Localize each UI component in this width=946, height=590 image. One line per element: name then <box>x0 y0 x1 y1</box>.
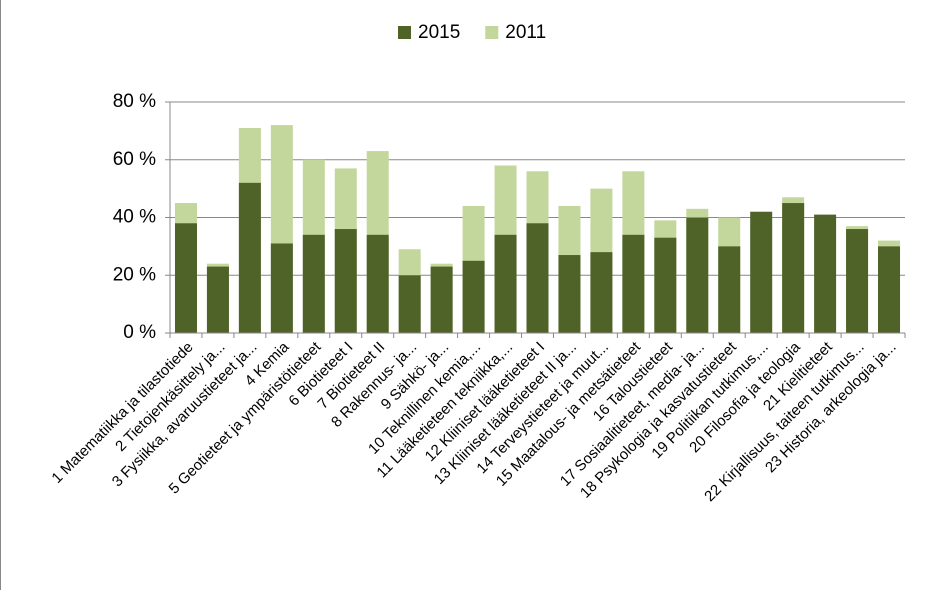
bar <box>782 203 805 333</box>
y-tick-label: 60 % <box>113 149 156 170</box>
bar <box>526 223 549 333</box>
bar <box>366 234 389 333</box>
bar <box>430 266 453 333</box>
bar <box>590 252 613 333</box>
bar <box>654 237 677 333</box>
bar <box>846 229 869 333</box>
bar <box>494 234 517 333</box>
legend-swatch <box>485 26 499 39</box>
bar <box>462 260 485 333</box>
bar <box>334 229 357 333</box>
bar <box>206 266 229 333</box>
bar <box>174 223 197 333</box>
bar <box>814 214 837 333</box>
y-tick-label: 40 % <box>113 207 156 228</box>
bar <box>718 246 741 333</box>
bar <box>302 234 325 333</box>
bar <box>878 246 901 333</box>
bar <box>686 217 709 333</box>
y-tick-label: 20 % <box>113 264 156 285</box>
bar <box>238 182 261 333</box>
legend-swatch <box>398 26 411 39</box>
bar <box>558 255 581 333</box>
bar <box>270 243 293 333</box>
y-tick-label: 0 % <box>123 322 156 343</box>
legend-label: 2011 <box>505 22 546 43</box>
bar <box>750 211 773 333</box>
bar <box>622 234 645 333</box>
y-tick-label: 80 % <box>113 91 156 112</box>
bar <box>398 275 421 333</box>
legend-label: 2015 <box>418 22 460 43</box>
